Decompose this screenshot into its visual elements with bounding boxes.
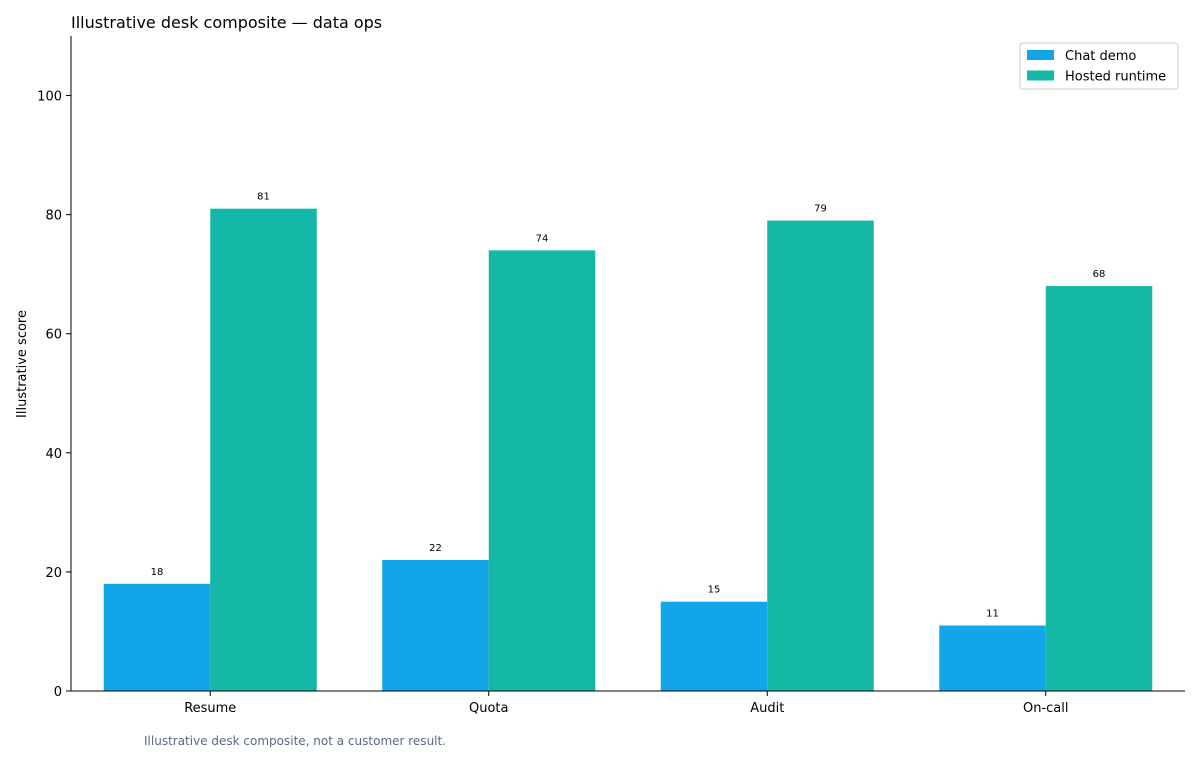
y-tick-label: 20: [45, 566, 62, 581]
data-labels-group: 18 81 22 74 15 79 11 68: [151, 192, 1106, 620]
bar-chat-demo-resume: [103, 583, 211, 691]
data-label-hosted-runtime-resume: 81: [257, 192, 270, 203]
bar-hosted-runtime-on-call: [1045, 286, 1153, 691]
x-tick-label: Resume: [184, 701, 236, 716]
legend: Chat demo Hosted runtime: [1019, 42, 1179, 90]
y-tick-label: 80: [45, 209, 62, 224]
chart-title: Illustrative desk composite — data ops: [71, 13, 382, 32]
legend-label-hosted-runtime: Hosted runtime: [1065, 70, 1166, 85]
legend-swatch-hosted-runtime: [1027, 70, 1054, 81]
legend-box: [1019, 42, 1179, 90]
y-tick-label: 40: [45, 447, 62, 462]
bar-chat-demo-audit: [660, 601, 768, 691]
data-label-chat-demo-resume: 18: [151, 567, 164, 578]
bar-hosted-runtime-audit: [767, 220, 874, 691]
data-label-hosted-runtime-audit: 79: [814, 204, 827, 215]
data-label-chat-demo-quota: 22: [429, 543, 442, 554]
y-tick-label: 0: [54, 685, 62, 700]
data-label-chat-demo-on-call: 11: [986, 609, 999, 620]
x-tick-label: On-call: [1023, 701, 1069, 716]
bar-hosted-runtime-resume: [210, 208, 317, 691]
legend-label-chat-demo: Chat demo: [1065, 49, 1136, 64]
bar-chat-demo-on-call: [939, 625, 1046, 691]
x-tick-label: Audit: [750, 701, 784, 716]
footnote: Illustrative desk composite, not a custo…: [144, 734, 446, 748]
data-label-hosted-runtime-on-call: 68: [1093, 269, 1106, 280]
bar-hosted-runtime-quota: [488, 250, 596, 691]
x-tick-label: Quota: [469, 701, 509, 716]
data-label-chat-demo-audit: 15: [708, 585, 721, 596]
bars-group: [103, 208, 1153, 691]
data-label-hosted-runtime-quota: 74: [536, 233, 549, 244]
y-axis-label: Illustrative score: [15, 310, 30, 418]
bar-chat-demo-quota: [382, 560, 489, 691]
legend-swatch-chat-demo: [1027, 50, 1054, 60]
y-tick-label: 100: [37, 90, 62, 105]
axes-group: 0 20 40 60 80 100 Resume Quota Audit On-call: [37, 36, 1185, 716]
y-tick-label: 60: [45, 328, 62, 343]
